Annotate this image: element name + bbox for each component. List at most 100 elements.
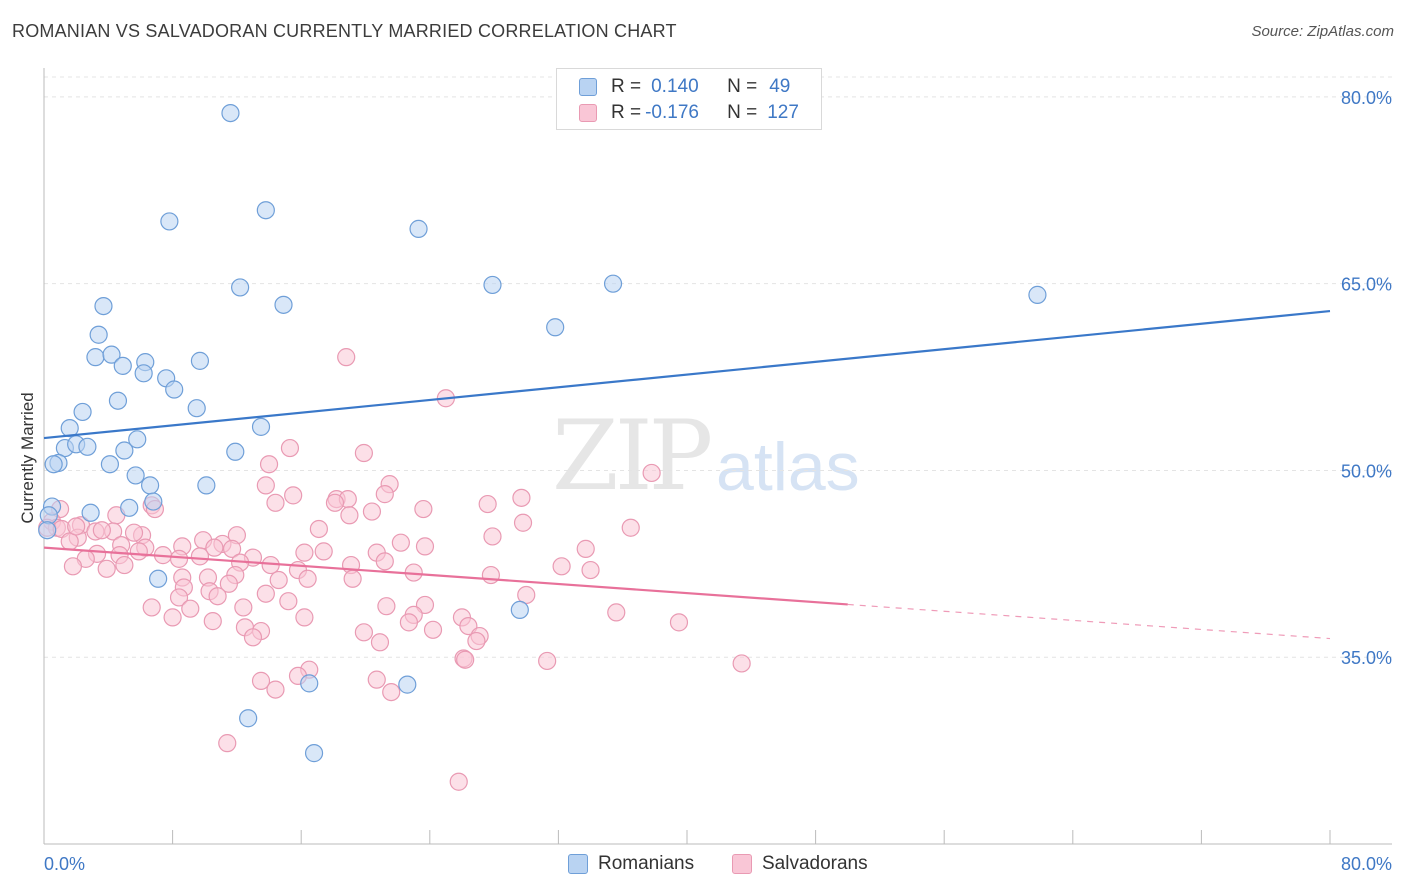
x-tick-label: 80.0% — [1341, 854, 1392, 874]
romanians-point — [409, 219, 428, 238]
salvadorans-point — [219, 574, 238, 593]
romanians-point — [300, 674, 319, 693]
y-tick-label: 35.0% — [1341, 648, 1392, 668]
legend-r-value-romanians: 0.140 — [651, 76, 699, 97]
salvadorans-point — [169, 588, 189, 607]
salvadorans-point — [205, 538, 224, 557]
salvadorans-point — [362, 502, 382, 521]
salvadorans-point — [169, 549, 189, 568]
salvadorans-point — [295, 543, 314, 562]
romanians-point — [251, 417, 271, 436]
salvadorans-point — [343, 569, 362, 588]
romanians-point — [165, 380, 184, 399]
legend-n-value-salvadorans: 127 — [767, 102, 799, 123]
salvadorans-point — [732, 654, 751, 673]
salvadorans-point — [203, 612, 222, 631]
salvadorans-point — [481, 565, 500, 585]
legend-r-value-salvadorans: -0.176 — [645, 102, 699, 123]
y-tick-label: 65.0% — [1341, 275, 1392, 295]
legend-r-label: R = — [611, 102, 642, 123]
salvadorans-point — [256, 584, 275, 603]
watermark-zip: ZIP — [552, 400, 713, 512]
salvadorans-point — [251, 671, 271, 690]
romanians-point — [44, 455, 63, 474]
romanians-point — [483, 275, 502, 295]
bottom-legend-swatch-romanians — [568, 854, 588, 874]
romanians-point — [86, 348, 105, 367]
salvadorans-point — [269, 570, 288, 590]
legend-row-romanians: R = 0.140 N = 49 — [579, 75, 790, 99]
salvadorans-point — [370, 633, 390, 652]
watermark-atlas: atlas — [716, 429, 860, 505]
romanians-point — [197, 476, 216, 495]
salvadorans-trend-line — [43, 546, 848, 606]
salvadorans-point — [414, 499, 433, 519]
salvadorans-point — [377, 597, 396, 616]
salvadorans-point — [314, 542, 333, 561]
salvadorans-point — [399, 613, 419, 632]
x-tick-label: 0.0% — [44, 854, 85, 874]
romanians-point — [100, 455, 120, 474]
salvadorans-point — [337, 348, 356, 367]
romanians-point — [304, 744, 324, 763]
romanians-point — [187, 399, 206, 418]
salvadorans-point — [163, 608, 182, 627]
salvadorans-point — [607, 603, 626, 622]
romanians-point — [108, 391, 128, 410]
salvadorans-point — [483, 527, 502, 546]
romanians-point — [546, 318, 565, 337]
salvadorans-point — [517, 585, 536, 605]
salvadorans-point — [478, 494, 497, 514]
romanians-point — [126, 466, 145, 485]
romanians-point — [134, 364, 153, 383]
salvadorans-point — [67, 517, 86, 536]
romanians-point — [115, 441, 134, 460]
salvadorans-point — [581, 560, 600, 580]
salvadorans-point — [279, 592, 298, 611]
romanians-point — [256, 201, 275, 220]
legend-swatch-romanians — [579, 78, 597, 96]
y-tick-label: 80.0% — [1341, 88, 1392, 108]
salvadorans-point — [538, 651, 557, 671]
salvadorans-point — [354, 443, 373, 463]
romanians-point — [73, 402, 92, 422]
salvadorans-point — [391, 533, 410, 552]
bottom-legend-romanians: Romanians — [568, 852, 694, 876]
y-tick-label: 50.0% — [1341, 461, 1392, 481]
salvadorans-point — [456, 650, 475, 669]
salvadorans-point — [642, 463, 661, 483]
salvadorans-point — [63, 557, 83, 576]
romanians-point — [603, 274, 623, 293]
salvadorans-point — [382, 682, 401, 702]
salvadorans-point — [449, 772, 468, 791]
salvadorans-point — [513, 513, 533, 532]
salvadorans-point — [552, 557, 571, 576]
romanians-point — [140, 476, 160, 495]
salvadorans-point — [181, 599, 200, 618]
romanians-point — [78, 437, 97, 456]
legend-n-value-romanians: 49 — [769, 76, 791, 97]
salvadorans-point — [218, 734, 237, 753]
romanians-point — [398, 675, 417, 694]
romanians-point — [128, 430, 147, 449]
romanians-point — [81, 503, 100, 522]
salvadorans-point — [415, 537, 435, 556]
romanians-point — [226, 442, 245, 461]
correlation-legend: R = 0.140 N = 49 R = -0.176 N = 127 — [556, 68, 822, 130]
salvadorans-point — [325, 493, 345, 512]
salvadorans-point — [97, 559, 116, 578]
series-romanians-points — [38, 103, 1047, 763]
bottom-legend-salvadorans: Salvadorans — [732, 852, 868, 876]
romanians-point — [113, 356, 132, 375]
salvadorans-point — [295, 608, 314, 627]
salvadorans-point — [423, 620, 443, 639]
romanians-point — [38, 521, 57, 540]
salvadorans-point — [576, 539, 595, 558]
romanians-point — [1028, 285, 1047, 304]
salvadorans-point — [259, 455, 279, 474]
salvadorans-point — [309, 519, 328, 539]
salvadorans-point — [375, 552, 394, 571]
salvadorans-point — [375, 485, 394, 504]
salvadorans-trend-line-extrapolated — [847, 603, 1331, 640]
legend-n-label: N = — [727, 102, 758, 123]
